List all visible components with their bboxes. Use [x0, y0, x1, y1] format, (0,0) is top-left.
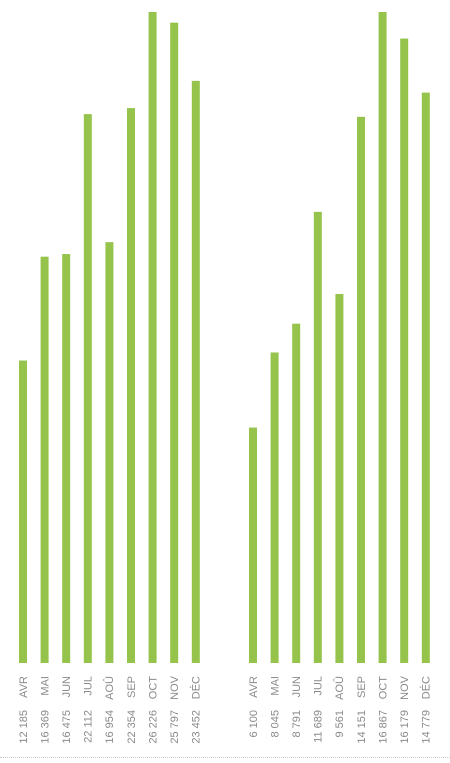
category-label: OCT [377, 676, 389, 700]
value-label: 8 045 [269, 710, 281, 738]
bar-2-jun [292, 323, 301, 663]
value-label: 23 452 [191, 710, 203, 744]
value-label: 26 226 [147, 710, 159, 744]
value-label: 9 561 [334, 710, 346, 738]
value-label: 14 151 [356, 710, 368, 744]
category-label: AVR [18, 676, 30, 698]
category-label: AVR [248, 676, 260, 698]
category-label: DÉC [190, 676, 203, 699]
value-label: 6 100 [248, 710, 260, 738]
category-label: SEP [126, 676, 138, 698]
bar-2-aoû [335, 293, 344, 663]
category-label: SEP [356, 676, 368, 698]
category-label: JUN [61, 676, 73, 697]
category-label: DÉC [420, 676, 433, 699]
category-label: JUL [313, 676, 325, 696]
value-label: 8 791 [291, 710, 303, 738]
bar-2-jul [313, 211, 322, 663]
value-label: 22 354 [126, 710, 138, 744]
bar-1-avr [19, 360, 27, 663]
value-label: 22 112 [83, 710, 95, 743]
category-label: NOV [399, 675, 411, 700]
value-label: 14 779 [421, 710, 433, 744]
bar-1-jul [83, 114, 92, 664]
value-label: 16 954 [104, 710, 116, 744]
bar-2-avr [249, 427, 257, 663]
category-label: NOV [169, 675, 181, 700]
bar-2-mai [270, 352, 279, 663]
category-label: JUN [291, 676, 303, 697]
bar-1-nov [170, 22, 179, 663]
value-label: 12 185 [18, 710, 30, 744]
bar-1-sep [127, 108, 135, 664]
category-label: MAI [39, 676, 51, 696]
bar-1-oct [148, 12, 157, 663]
bar-2-déc [421, 92, 430, 664]
value-label: 16 369 [39, 710, 51, 744]
bar-2-nov [400, 38, 409, 664]
value-label: 11 689 [313, 710, 325, 743]
category-label: OCT [147, 676, 159, 700]
value-label: 16 179 [399, 710, 411, 744]
category-label: AOÛ [103, 676, 116, 700]
category-label: MAI [269, 676, 281, 696]
bar-1-mai [40, 256, 49, 663]
bar-2-sep [357, 116, 365, 663]
category-label: AOÛ [333, 676, 346, 700]
value-label: 16 867 [377, 710, 389, 744]
value-label: 16 475 [61, 710, 73, 744]
bar-1-jun [62, 254, 71, 664]
bar-1-aoû [105, 242, 114, 663]
value-label: 25 797 [169, 710, 181, 744]
bar-1-déc [191, 80, 200, 664]
category-label: JUL [83, 676, 95, 696]
bar-2-oct [378, 12, 387, 663]
